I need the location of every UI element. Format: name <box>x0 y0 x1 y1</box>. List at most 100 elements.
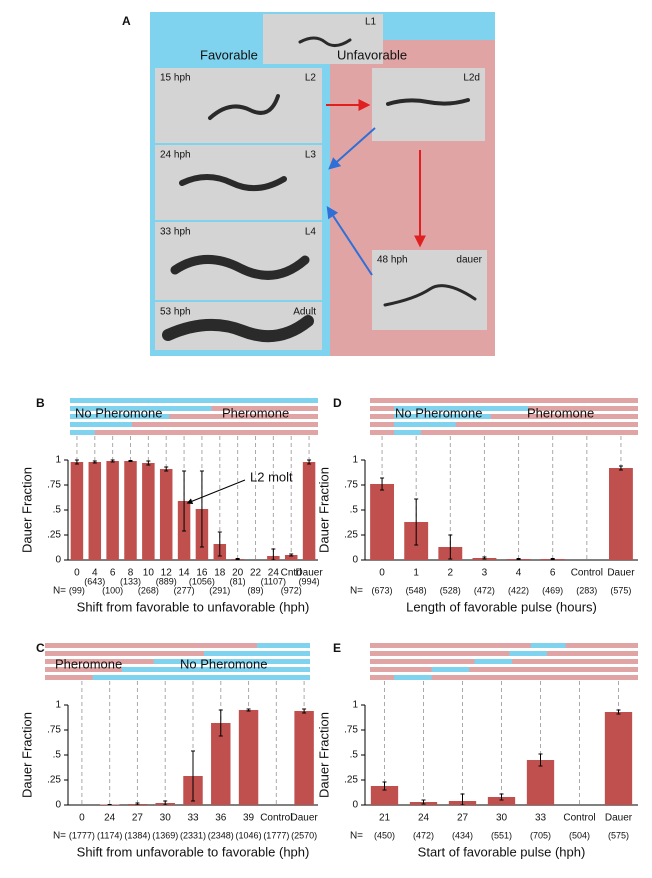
error-bar <box>146 460 151 466</box>
protocol-pulse <box>394 422 456 427</box>
x-tick-label: 14 <box>179 568 191 579</box>
time-label: 15 hph <box>160 73 191 84</box>
x-tick-label: 8 <box>128 568 134 579</box>
n-label: (422) <box>508 585 529 595</box>
y-tick-label: .5 <box>53 505 62 516</box>
protocol-pulse <box>394 430 421 435</box>
time-label: 53 hph <box>160 307 191 318</box>
y-tick-label: 1 <box>55 455 61 466</box>
x-tick-label: 24 <box>418 813 430 824</box>
protocol-label: No Pheromone <box>395 405 482 420</box>
error-bar <box>182 470 187 532</box>
protocol-pulse <box>121 667 310 672</box>
panel-letter: D <box>333 396 342 410</box>
stage-label: Adult <box>293 307 316 318</box>
protocol-strip <box>45 651 310 656</box>
y-tick-label: 1 <box>352 700 358 711</box>
x-tick-label: 4 <box>92 568 98 579</box>
x-tick-label: Control <box>571 568 603 579</box>
x-tick-label: 10 <box>143 568 155 579</box>
error-bar <box>164 466 169 472</box>
n-label: (133) <box>120 576 141 586</box>
n-label: (291) <box>209 585 230 595</box>
x-tick-label: Control <box>563 813 595 824</box>
stage-label: L3 <box>305 150 317 161</box>
n-label: (283) <box>576 585 597 595</box>
frames: 15 hph L2 24 hph L3 33 hph L4 53 hph Adu… <box>155 68 487 350</box>
n-label: (99) <box>69 585 85 595</box>
n-label: (1777) <box>69 830 95 840</box>
n-label: (450) <box>374 830 395 840</box>
protocol-strip <box>70 422 318 427</box>
n-label: (1369) <box>152 830 178 840</box>
error-bar <box>217 531 222 557</box>
bar <box>211 723 231 805</box>
error-bar <box>550 558 555 560</box>
region-label: Favorable <box>200 47 258 62</box>
bar <box>604 712 633 805</box>
error-bar <box>235 558 240 560</box>
y-axis-label: Dauer Fraction <box>316 712 331 798</box>
protocol-pulse <box>257 643 310 648</box>
y-axis-label: Dauer Fraction <box>316 467 331 553</box>
worm <box>383 284 477 307</box>
panel-a: A L1 Favorable Unfavorable 15 hph L2 24 … <box>122 12 495 356</box>
n-label: (673) <box>372 585 393 595</box>
bar <box>284 555 298 560</box>
n-label: (643) <box>84 576 105 586</box>
error-bar <box>380 477 385 491</box>
error-bar <box>516 558 521 560</box>
error-bar <box>616 709 621 715</box>
bar <box>238 710 259 805</box>
panel-letter: A <box>122 14 131 28</box>
worm <box>170 255 310 280</box>
bar <box>294 711 314 805</box>
protocol-strip <box>370 430 638 435</box>
x-tick-label: 16 <box>196 568 208 579</box>
x-tick-label: 6 <box>550 568 556 579</box>
stage-label: L1 <box>365 17 377 28</box>
error-bar <box>414 498 419 546</box>
protocol-strip <box>370 643 638 648</box>
y-tick-label: 0 <box>55 555 61 566</box>
x-tick-label: Dauer <box>295 568 323 579</box>
protocol-label: No Pheromone <box>180 656 267 671</box>
bar <box>302 462 316 560</box>
protocol-pulse <box>431 667 470 672</box>
stage-label: L4 <box>305 227 317 238</box>
protocol-pulse <box>394 675 432 680</box>
protocol-strip <box>370 414 638 419</box>
x-tick-label: Cntrl <box>281 568 302 579</box>
error-bar <box>382 781 387 791</box>
error-bar <box>538 753 543 767</box>
y-tick-label: 1 <box>352 455 358 466</box>
y-tick-label: .5 <box>53 750 62 761</box>
time-label: 24 hph <box>160 150 191 161</box>
n-label: (1384) <box>124 830 150 840</box>
y-tick-label: 0 <box>55 800 61 811</box>
protocol-strip <box>70 414 318 419</box>
bar <box>106 461 119 560</box>
n-label: (1046) <box>236 830 262 840</box>
x-tick-label: 21 <box>379 813 391 824</box>
protocol-strip <box>370 651 638 656</box>
x-tick-label: 30 <box>496 813 508 824</box>
x-tick-label: 0 <box>74 568 80 579</box>
n-label: (528) <box>440 585 461 595</box>
error-bar <box>191 750 195 802</box>
x-axis-label: Shift from unfavorable to favorable (hph… <box>77 844 310 859</box>
n-label: (100) <box>102 585 123 595</box>
n-label: (994) <box>299 576 320 586</box>
error-bar <box>618 465 623 471</box>
x-tick-label: 2 <box>448 568 454 579</box>
x-tick-label: 0 <box>379 568 385 579</box>
bar <box>88 462 102 560</box>
protocol-pulse <box>394 406 529 411</box>
y-axis-label: Dauer Fraction <box>19 467 34 553</box>
n-label: (1174) <box>97 830 122 840</box>
protocol-pulse <box>474 659 513 664</box>
protocol-pulse <box>70 422 132 427</box>
x-tick-label: 0 <box>79 813 85 824</box>
